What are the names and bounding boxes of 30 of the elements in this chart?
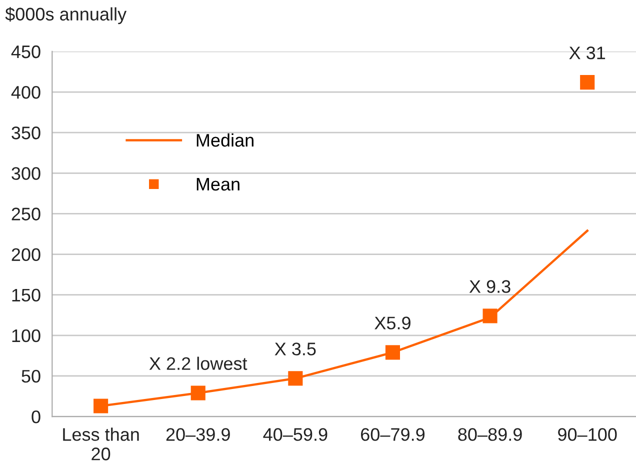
y-tick-label: 100: [12, 329, 40, 342]
y-tick-label: 250: [12, 208, 40, 220]
x-tick-label: Less than 20: [63, 428, 139, 460]
point: [190, 386, 206, 400]
legend-label: Median: [196, 133, 254, 147]
annotation: X 3.5: [274, 342, 316, 356]
y-tick-label: 300: [12, 167, 40, 180]
point: [94, 398, 108, 414]
annotation: X5.9: [374, 316, 410, 330]
annotation: X 2.2 lowest: [149, 356, 248, 370]
y-tick-label: 450: [11, 45, 40, 58]
annotation: X 31: [569, 46, 606, 60]
annotation: X 9.3: [469, 280, 510, 293]
y-tick-label: 150: [12, 288, 40, 302]
point: [580, 75, 595, 90]
x-tick-label: 60–79.9: [361, 428, 425, 441]
y-tick-label: 400: [11, 86, 40, 99]
point: [482, 308, 498, 324]
point: [385, 345, 400, 360]
y-tick-label: 0: [32, 410, 40, 424]
legend-label: Mean: [196, 178, 240, 191]
x-tick-label: 80–89.9: [458, 428, 522, 441]
y-tick-label: 50: [22, 370, 40, 383]
x-tick-label: 40–59.9: [263, 428, 328, 441]
y-tick-label: 350: [12, 126, 40, 140]
y-tick-label: 200: [12, 248, 40, 261]
y-axis-title: $000s annually: [5, 7, 127, 24]
x-tick-label: 20–39.9: [166, 428, 230, 441]
point: [288, 371, 303, 386]
x-tick-label: 90–100: [558, 428, 617, 441]
